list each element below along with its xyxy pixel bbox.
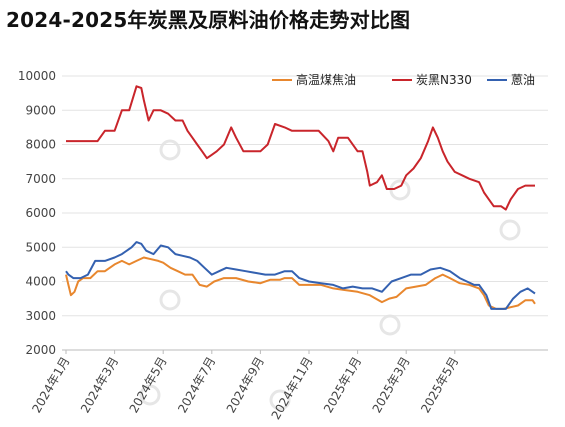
y-axis: 2000 3000 4000 5000 6000 7000 8000 9000 10000: [18, 69, 56, 357]
watermark-logo-icon: [159, 139, 181, 161]
series-line-1: [66, 85, 535, 211]
x-axis: 2024年1月 2024年3月 2024年5月 2024年7月 2024年9月 2024年…: [29, 349, 548, 422]
watermark-logo-icon: [499, 219, 521, 241]
x-tick-label: 2025年5月: [418, 355, 461, 416]
y-tick-label: 8000: [25, 138, 56, 152]
y-tick-label: 6000: [25, 206, 56, 220]
y-tick-label: 3000: [25, 309, 56, 323]
x-tick-label: 2025年3月: [370, 355, 413, 416]
x-tick-label: 2024年7月: [175, 355, 218, 416]
x-tick-label: 2024年9月: [224, 355, 267, 416]
y-tick-label: 2000: [25, 343, 56, 357]
watermark-logo-icon: [269, 389, 291, 411]
x-tick-label: 2024年1月: [29, 355, 72, 416]
y-tick-label: 4000: [25, 275, 56, 289]
legend: 高温煤焦油 炭黑N330 蒽油: [272, 72, 535, 87]
y-tick-label: 10000: [18, 69, 56, 83]
legend-label: 炭黑N330: [416, 73, 472, 87]
x-tick-label: 2024年3月: [78, 355, 121, 416]
series-lines: [65, 85, 536, 310]
watermark-logo-icon: [139, 384, 161, 406]
watermark-logo-icon: [159, 289, 181, 311]
x-tick-label: 2024年11月: [269, 355, 316, 422]
x-tick-label: 2024年5月: [127, 355, 170, 416]
series-line-2: [65, 241, 536, 310]
legend-label: 蒽油: [511, 73, 535, 87]
watermark-logo-icon: [379, 314, 401, 336]
grid-lines: [62, 75, 548, 351]
y-tick-label: 5000: [25, 240, 56, 254]
series-line-0: [65, 256, 536, 310]
y-tick-label: 9000: [25, 103, 56, 117]
x-tick-label: 2025年1月: [321, 355, 364, 416]
y-tick-label: 7000: [25, 172, 56, 186]
legend-label: 高温煤焦油: [296, 72, 356, 87]
chart-title: 2024-2025年炭黑及原料油价格走势对比图: [6, 8, 411, 32]
